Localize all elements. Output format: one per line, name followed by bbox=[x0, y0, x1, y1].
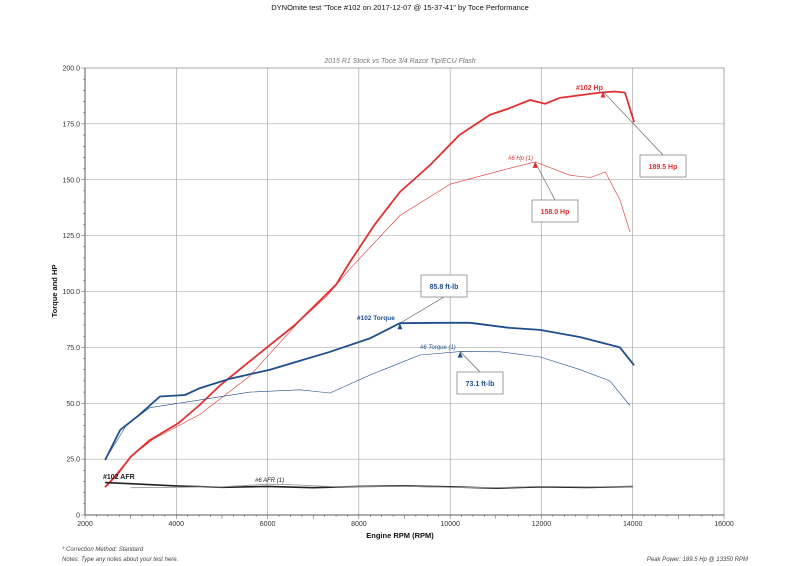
x-tick-label: 16000 bbox=[714, 521, 734, 528]
annotation-value: 73.1 ft-lb bbox=[466, 381, 495, 388]
y-tick-label: 75.0 bbox=[66, 345, 80, 352]
x-tick-label: 8000 bbox=[351, 521, 367, 528]
x-tick-label: 12000 bbox=[532, 521, 552, 528]
page-title: DYNOmite test "Toce #102 on 2017-12-07 @… bbox=[271, 3, 529, 12]
series-line bbox=[104, 161, 631, 488]
annotation-box bbox=[531, 199, 579, 223]
series-label: #6 AFR (1) bbox=[255, 478, 284, 484]
y-tick-label: 100.0 bbox=[62, 289, 80, 296]
annotation-leader bbox=[399, 296, 445, 324]
arrow-icon bbox=[397, 323, 403, 330]
annotation-leader bbox=[534, 161, 556, 201]
x-tick-label: 14000 bbox=[623, 521, 643, 528]
annotations-layer: 189.5 Hp 158.0 Hp 85.8 ft-lb 73.1 ft-lb bbox=[397, 91, 687, 395]
annotation-box bbox=[420, 274, 468, 298]
x-tick-label: 4000 bbox=[168, 521, 184, 528]
series-line bbox=[130, 483, 633, 489]
y-tick-label: 200.0 bbox=[62, 66, 80, 73]
series-label: #6 Torque (1) bbox=[420, 345, 456, 351]
annotation-leader bbox=[459, 351, 481, 373]
series-label: #102 Torque bbox=[357, 315, 395, 322]
axes: 2000 4000 6000 8000 10000 12000 14000 16000 0 25.… bbox=[62, 66, 733, 529]
series-line bbox=[104, 351, 631, 461]
peak-power: Peak Power: 189.5 Hp @ 13350 RPM bbox=[647, 557, 748, 563]
annotation-value: 158.0 Hp bbox=[541, 209, 570, 216]
series-label: #6 Hp (1) bbox=[508, 156, 533, 162]
grid bbox=[84, 67, 725, 516]
y-tick-label: 50.0 bbox=[66, 401, 80, 408]
annotation-value: 85.8 ft-lb bbox=[430, 284, 459, 291]
arrow-icon bbox=[600, 91, 606, 98]
series-label: #102 Hp bbox=[576, 85, 603, 92]
x-tick-label: 6000 bbox=[260, 521, 276, 528]
y-tick-label: 0 bbox=[76, 513, 80, 520]
series-label: #102 AFR bbox=[103, 474, 135, 481]
x-axis-label: Engine RPM (RPM) bbox=[366, 531, 434, 540]
arrow-icon bbox=[457, 351, 463, 358]
y-tick-label: 175.0 bbox=[62, 121, 80, 128]
notes: Notes: Type any notes about your test he… bbox=[62, 557, 178, 563]
x-tick-label: 2000 bbox=[77, 521, 93, 528]
series-line bbox=[104, 321, 635, 461]
y-tick-label: 125.0 bbox=[62, 233, 80, 240]
chart-title: 2015 R1 Stock vs Toce 3/4 Razor Tip/ECU … bbox=[323, 58, 476, 65]
series-layer: #102 Hp #6 Hp (1) #102 Torque #6 Torque (1)… bbox=[103, 85, 635, 489]
x-tick-label: 10000 bbox=[440, 521, 460, 528]
annotation-box bbox=[639, 154, 687, 178]
annotation-value: 189.5 Hp bbox=[649, 164, 678, 171]
correction-method: * Correction Method: Standard bbox=[62, 547, 144, 553]
annotation-leader bbox=[602, 91, 664, 156]
arrow-icon bbox=[532, 161, 538, 168]
series-line bbox=[104, 90, 635, 488]
annotation-box bbox=[456, 371, 504, 395]
y-tick-label: 25.0 bbox=[66, 457, 80, 464]
y-axis-label: Torque and HP bbox=[50, 265, 59, 318]
y-tick-label: 150.0 bbox=[62, 177, 80, 184]
